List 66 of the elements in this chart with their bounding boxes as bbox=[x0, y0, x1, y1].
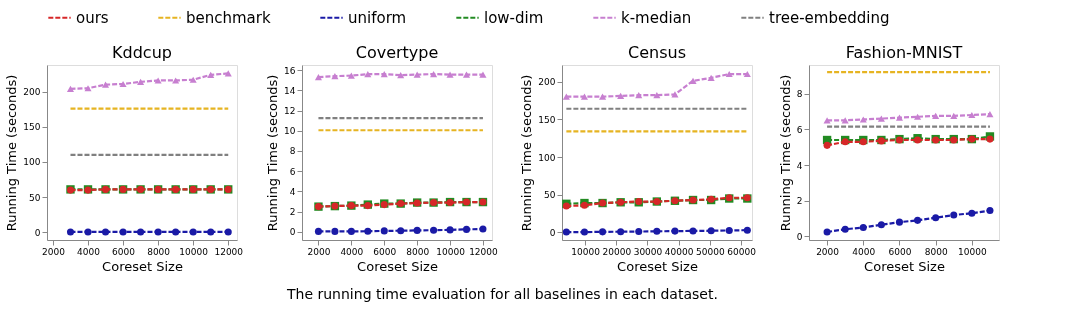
legend-label: ours bbox=[76, 8, 109, 27]
y-tick-label: 100 bbox=[538, 152, 556, 163]
y-axis-title: Running Time (seconds) bbox=[265, 74, 281, 232]
x-tick-label: 40000 bbox=[664, 246, 694, 257]
chart-title: Kddcup bbox=[112, 43, 172, 62]
y-tick-label: 12 bbox=[284, 106, 296, 117]
x-tick-label: 8000 bbox=[147, 246, 171, 257]
y-tick-label: 4 bbox=[289, 186, 296, 197]
x-axis-title: Coreset Size bbox=[864, 258, 945, 274]
x-tick-label: 4000 bbox=[852, 246, 876, 257]
text: The running time evaluation for all baselines in each dataset. bbox=[286, 285, 718, 302]
x-tick-label: 30000 bbox=[633, 246, 663, 257]
x-tick-label: 6000 bbox=[112, 246, 136, 257]
y-tick-label: 6 bbox=[796, 124, 803, 135]
y-tick-label: 16 bbox=[284, 65, 296, 76]
x-tick-label: 20000 bbox=[602, 246, 632, 257]
x-tick-label: 10000 bbox=[571, 246, 601, 257]
y-tick-label: 200 bbox=[23, 87, 41, 98]
chart-title: Census bbox=[628, 43, 686, 62]
x-tick-label: 4000 bbox=[340, 246, 364, 257]
y-axis-title: Running Time (seconds) bbox=[777, 74, 793, 232]
x-tick-label: 2000 bbox=[816, 246, 840, 257]
x-tick-label: 12000 bbox=[469, 246, 499, 257]
x-axis-title: Coreset Size bbox=[357, 258, 438, 274]
x-tick-label: 8000 bbox=[924, 246, 948, 257]
y-tick-label: 8 bbox=[796, 89, 803, 100]
y-tick-label: 50 bbox=[29, 192, 41, 203]
y-tick-label: 0 bbox=[289, 227, 296, 238]
y-tick-label: 8 bbox=[289, 146, 296, 157]
y-tick-label: 100 bbox=[23, 157, 41, 168]
x-tick-label: 8000 bbox=[406, 246, 430, 257]
y-tick-label: 50 bbox=[544, 190, 556, 201]
x-axis-title: Coreset Size bbox=[617, 258, 698, 274]
legend-label: tree-embedding bbox=[769, 8, 890, 27]
x-tick-label: 10000 bbox=[179, 246, 209, 257]
y-axis-title: Running Time (seconds) bbox=[4, 74, 20, 232]
x-tick-label: 12000 bbox=[214, 246, 244, 257]
y-tick-label: 0 bbox=[796, 231, 803, 242]
x-tick-label: 2000 bbox=[307, 246, 331, 257]
y-tick-label: 0 bbox=[549, 227, 556, 238]
x-axis-title: Coreset Size bbox=[102, 258, 183, 274]
y-tick-label: 10 bbox=[284, 126, 296, 137]
y-tick-label: 150 bbox=[23, 122, 41, 133]
y-tick-label: 4 bbox=[796, 160, 803, 171]
x-tick-label: 50000 bbox=[696, 246, 725, 257]
legend-label: uniform bbox=[348, 8, 407, 27]
legend-label: low-dim bbox=[484, 8, 544, 27]
y-tick-label: 2 bbox=[289, 207, 296, 218]
chart-title: Fashion-MNIST bbox=[845, 43, 963, 62]
x-tick-label: 2000 bbox=[42, 246, 66, 257]
y-axis-title: Running Time (seconds) bbox=[519, 74, 535, 232]
legend-label: benchmark bbox=[186, 8, 271, 27]
x-tick-label: 6000 bbox=[888, 246, 912, 257]
y-tick-label: 6 bbox=[289, 166, 296, 177]
x-tick-label: 4000 bbox=[77, 246, 101, 257]
x-tick-label: 10000 bbox=[958, 246, 987, 257]
y-tick-label: 150 bbox=[538, 114, 556, 125]
x-tick-label: 6000 bbox=[373, 246, 397, 257]
legend-label: k-median bbox=[621, 8, 692, 27]
chart-title: Covertype bbox=[355, 43, 439, 62]
x-tick-label: 60000 bbox=[727, 246, 757, 257]
y-tick-label: 0 bbox=[34, 227, 41, 238]
y-tick-label: 200 bbox=[538, 77, 556, 88]
y-tick-label: 2 bbox=[796, 196, 803, 207]
y-tick-label: 14 bbox=[284, 85, 296, 96]
x-tick-label: 10000 bbox=[436, 246, 466, 257]
